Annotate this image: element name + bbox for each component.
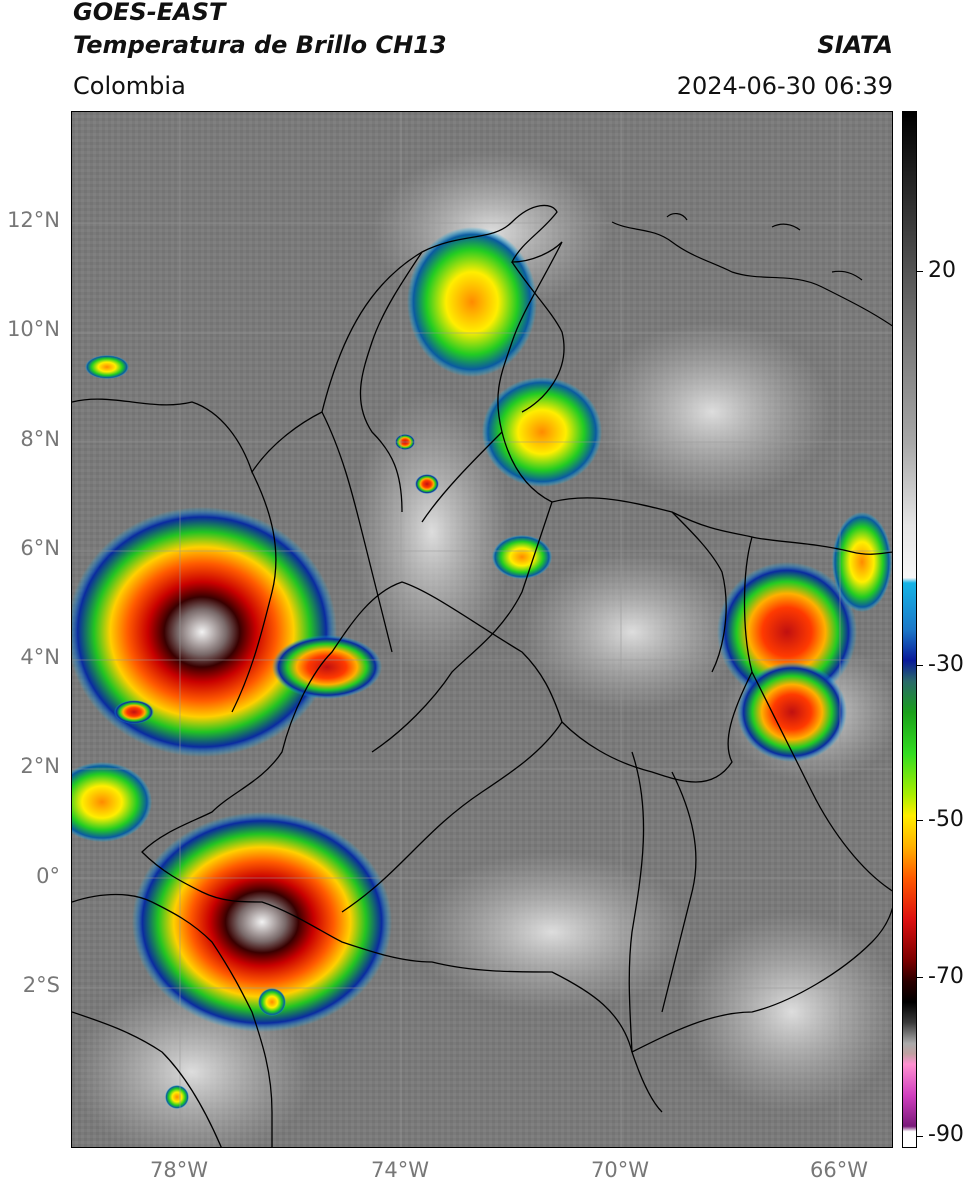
- map-canvas: [72, 112, 892, 1147]
- lon-tick-label: 78°W: [150, 1158, 208, 1182]
- satellite-title: GOES-EAST: [73, 0, 226, 26]
- lat-tick-label: 6°N: [20, 536, 60, 560]
- lat-tick-label: 10°N: [7, 317, 60, 341]
- colorbar: [902, 111, 917, 1148]
- colorbar-label: 20: [928, 258, 956, 283]
- lat-tick-label: 2°N: [20, 754, 60, 778]
- colorbar-label: -70: [928, 964, 964, 989]
- colorbar-tick: [917, 665, 923, 666]
- colorbar-label: -50: [928, 807, 964, 832]
- colorbar-label: -90: [928, 1122, 964, 1147]
- region-label: Colombia: [73, 72, 186, 100]
- lat-tick-label: 2°S: [22, 973, 60, 997]
- lat-tick-label: 12°N: [7, 208, 60, 232]
- source-label: SIATA: [817, 31, 893, 59]
- caribbean-islands: [611, 213, 892, 327]
- lat-tick-label: 0°: [36, 864, 60, 888]
- lat-tick-label: 4°N: [20, 645, 60, 669]
- colorbar-label: -30: [928, 652, 964, 677]
- datetime-label: 2024-06-30 06:39: [676, 72, 893, 100]
- lat-tick-label: 8°N: [20, 427, 60, 451]
- colorbar-tick: [917, 271, 923, 272]
- colorbar-tick: [917, 977, 923, 978]
- colorbar-tick: [917, 820, 923, 821]
- borders: [72, 204, 892, 1147]
- product-title: Temperatura de Brillo CH13: [73, 31, 447, 59]
- convective-storms: [72, 227, 892, 1109]
- colorbar-tick: [917, 1136, 923, 1137]
- lon-tick-label: 66°W: [810, 1158, 868, 1182]
- satellite-map[interactable]: [71, 111, 893, 1148]
- lon-tick-label: 70°W: [591, 1158, 649, 1182]
- lon-tick-label: 74°W: [371, 1158, 429, 1182]
